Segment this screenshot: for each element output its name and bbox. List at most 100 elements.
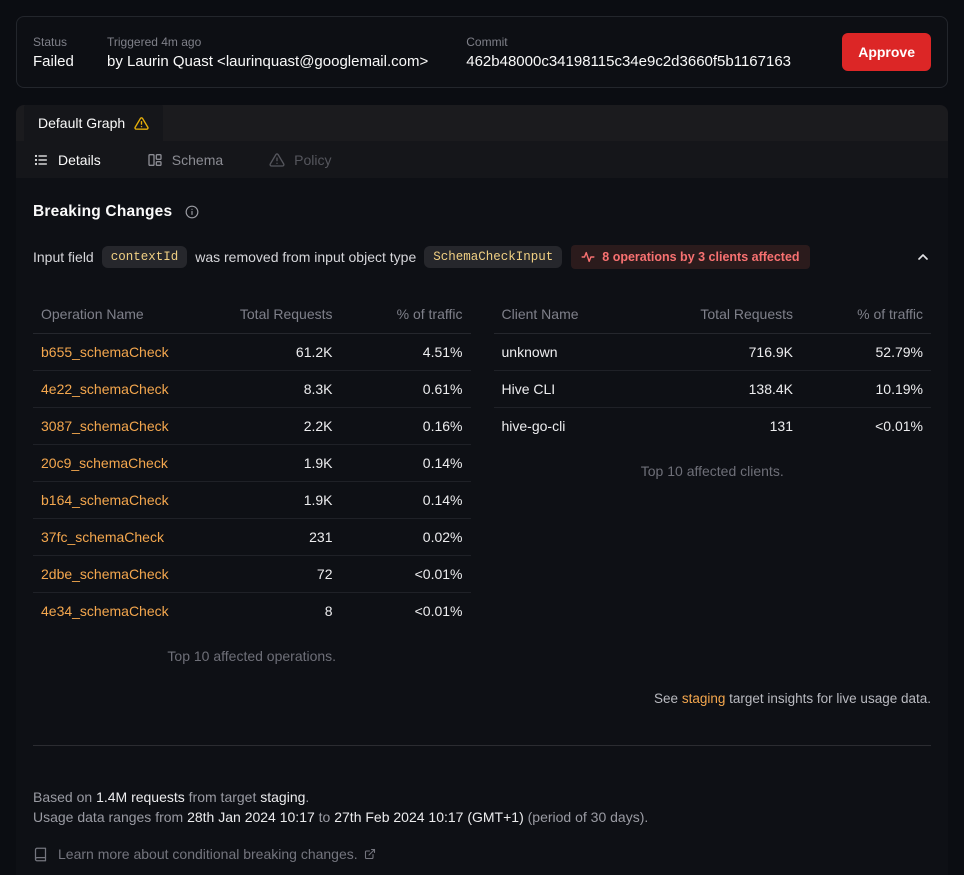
traffic-cell: 52.79% — [801, 333, 931, 371]
operations-column: Operation Name Total Requests % of traff… — [33, 298, 471, 664]
traffic-cell: 0.14% — [340, 481, 471, 519]
requests-cell: 231 — [209, 518, 341, 556]
period-end: . — [305, 789, 310, 805]
client-name-cell: Hive CLI — [493, 370, 670, 408]
table-row: 20c9_schemaCheck 1.9K 0.14% — [33, 444, 471, 482]
affected-badge[interactable]: 8 operations by 3 clients affected — [571, 245, 810, 269]
learn-more-link[interactable]: Learn more about conditional breaking ch… — [58, 844, 376, 864]
client-name-cell: unknown — [493, 333, 670, 371]
table-row: 4e22_schemaCheck 8.3K 0.61% — [33, 370, 471, 408]
list-icon — [33, 152, 49, 168]
table-row: 37fc_schemaCheck 231 0.02% — [33, 518, 471, 556]
usage-footer: Based on 1.4M requests from target stagi… — [33, 787, 931, 864]
learn-more-row: Learn more about conditional breaking ch… — [33, 844, 931, 864]
affected-badge-label: 8 operations by 3 clients affected — [602, 250, 800, 264]
insights-note: See staging target insights for live usa… — [33, 691, 931, 706]
operation-link[interactable]: 20c9_schemaCheck — [41, 455, 168, 471]
operation-link[interactable]: b655_schemaCheck — [41, 344, 169, 360]
info-icon[interactable] — [185, 205, 199, 219]
col-total-requests: Total Requests — [209, 298, 341, 334]
col-client-name: Client Name — [493, 298, 670, 334]
date-to: 27th Feb 2024 10:17 (GMT+1) — [334, 809, 524, 825]
traffic-cell: 0.14% — [340, 444, 471, 482]
operation-link[interactable]: 2dbe_schemaCheck — [41, 566, 169, 582]
policy-warning-icon — [269, 152, 285, 168]
tab-schema-label: Schema — [171, 151, 224, 168]
table-row: 4e34_schemaCheck 8 <0.01% — [33, 593, 471, 630]
approve-button[interactable]: Approve — [842, 33, 931, 71]
to-word: to — [314, 809, 335, 825]
client-name-cell: hive-go-cli — [501, 418, 566, 434]
requests-cell: 1.9K — [209, 444, 341, 482]
pulse-icon — [581, 250, 595, 264]
traffic-cell: 4.51% — [340, 333, 471, 371]
status-label: Status — [33, 34, 68, 49]
requests-cell: 2.2K — [209, 407, 341, 445]
change-middle: was removed from input object type — [195, 249, 417, 265]
col-total-requests: Total Requests — [669, 298, 801, 334]
warning-icon — [134, 116, 149, 131]
col-traffic: % of traffic — [801, 298, 931, 334]
operation-link[interactable]: b164_schemaCheck — [41, 492, 169, 508]
change-prefix: Input field — [33, 249, 94, 265]
operation-link[interactable]: 3087_schemaCheck — [41, 418, 169, 434]
requests-cell: 138.4K — [669, 370, 801, 408]
breaking-changes-header: Breaking Changes — [33, 203, 931, 221]
col-operation-name: Operation Name — [33, 298, 210, 334]
operation-link[interactable]: 4e34_schemaCheck — [41, 603, 169, 619]
triggered-label: Triggered 4m ago — [107, 34, 202, 49]
insights-note-prefix: See — [654, 691, 682, 706]
range-prefix: Usage data ranges from — [33, 809, 188, 825]
details-panel: Breaking Changes Input field contextId w… — [16, 178, 948, 875]
change-summary: Input field contextId was removed from i… — [33, 246, 563, 268]
tab-schema[interactable]: Schema — [147, 152, 223, 168]
requests-cell: 72 — [209, 555, 341, 593]
triggered-group: Triggered 4m ago by Laurin Quast <laurin… — [107, 35, 428, 70]
operations-header-row: Operation Name Total Requests % of traff… — [33, 298, 471, 334]
traffic-cell: 0.16% — [340, 407, 471, 445]
operations-table: Operation Name Total Requests % of traff… — [33, 298, 471, 629]
date-from: 28th Jan 2024 10:17 — [187, 809, 315, 825]
requests-cell: 8 — [324, 603, 333, 619]
check-card: Default Graph Details Schema — [16, 105, 948, 875]
from-target: from target — [184, 789, 261, 805]
operation-link[interactable]: 4e22_schemaCheck — [41, 381, 169, 397]
learn-more-label: Learn more about conditional breaking ch… — [58, 846, 358, 862]
clients-header-row: Client Name Total Requests % of traffic — [493, 298, 931, 334]
table-row: 3087_schemaCheck 2.2K 0.16% — [33, 407, 471, 445]
traffic-cell: <0.01% — [414, 603, 463, 619]
status-value: Failed — [33, 52, 74, 70]
footer-divider — [33, 745, 931, 746]
operation-link[interactable]: 37fc_schemaCheck — [41, 529, 164, 545]
chevron-up-icon[interactable] — [915, 249, 931, 265]
check-header-panel: Status Failed Triggered 4m ago by Laurin… — [16, 16, 948, 88]
graph-tab-default[interactable]: Default Graph — [24, 105, 164, 141]
staging-link[interactable]: staging — [681, 691, 726, 706]
requests-cell: 61.2K — [209, 333, 341, 371]
schema-icon — [147, 152, 163, 168]
traffic-cell: <0.01% — [340, 555, 471, 593]
tab-details-label: Details — [58, 151, 101, 168]
table-row: Hive CLI 138.4K 10.19% — [493, 370, 931, 408]
book-icon — [33, 847, 48, 862]
table-row: 2dbe_schemaCheck 72 <0.01% — [33, 555, 471, 593]
table-row: b655_schemaCheck 61.2K 4.51% — [33, 333, 471, 371]
table-row: b164_schemaCheck 1.9K 0.14% — [33, 481, 471, 519]
requests-cell: 8.3K — [209, 370, 341, 408]
triggered-value: by Laurin Quast <laurinquast@googlemail.… — [107, 52, 429, 70]
traffic-cell: 10.19% — [801, 370, 931, 408]
clients-table: Client Name Total Requests % of traffic … — [493, 298, 931, 444]
status-group: Status Failed — [33, 35, 91, 70]
tab-details[interactable]: Details — [33, 152, 101, 168]
traffic-cell: 0.61% — [340, 370, 471, 408]
date-range-line: Usage data ranges from 28th Jan 2024 10:… — [33, 807, 931, 827]
breaking-changes-title: Breaking Changes — [33, 203, 173, 220]
tab-policy[interactable]: Policy — [269, 152, 332, 168]
requests-cell: 716.9K — [669, 333, 801, 371]
breaking-change-row[interactable]: Input field contextId was removed from i… — [33, 245, 931, 269]
range-suffix: (period of 30 days). — [523, 809, 649, 825]
requests-cell: 131 — [769, 418, 793, 434]
clients-caption: Top 10 affected clients. — [640, 463, 784, 479]
external-link-icon — [364, 848, 376, 860]
